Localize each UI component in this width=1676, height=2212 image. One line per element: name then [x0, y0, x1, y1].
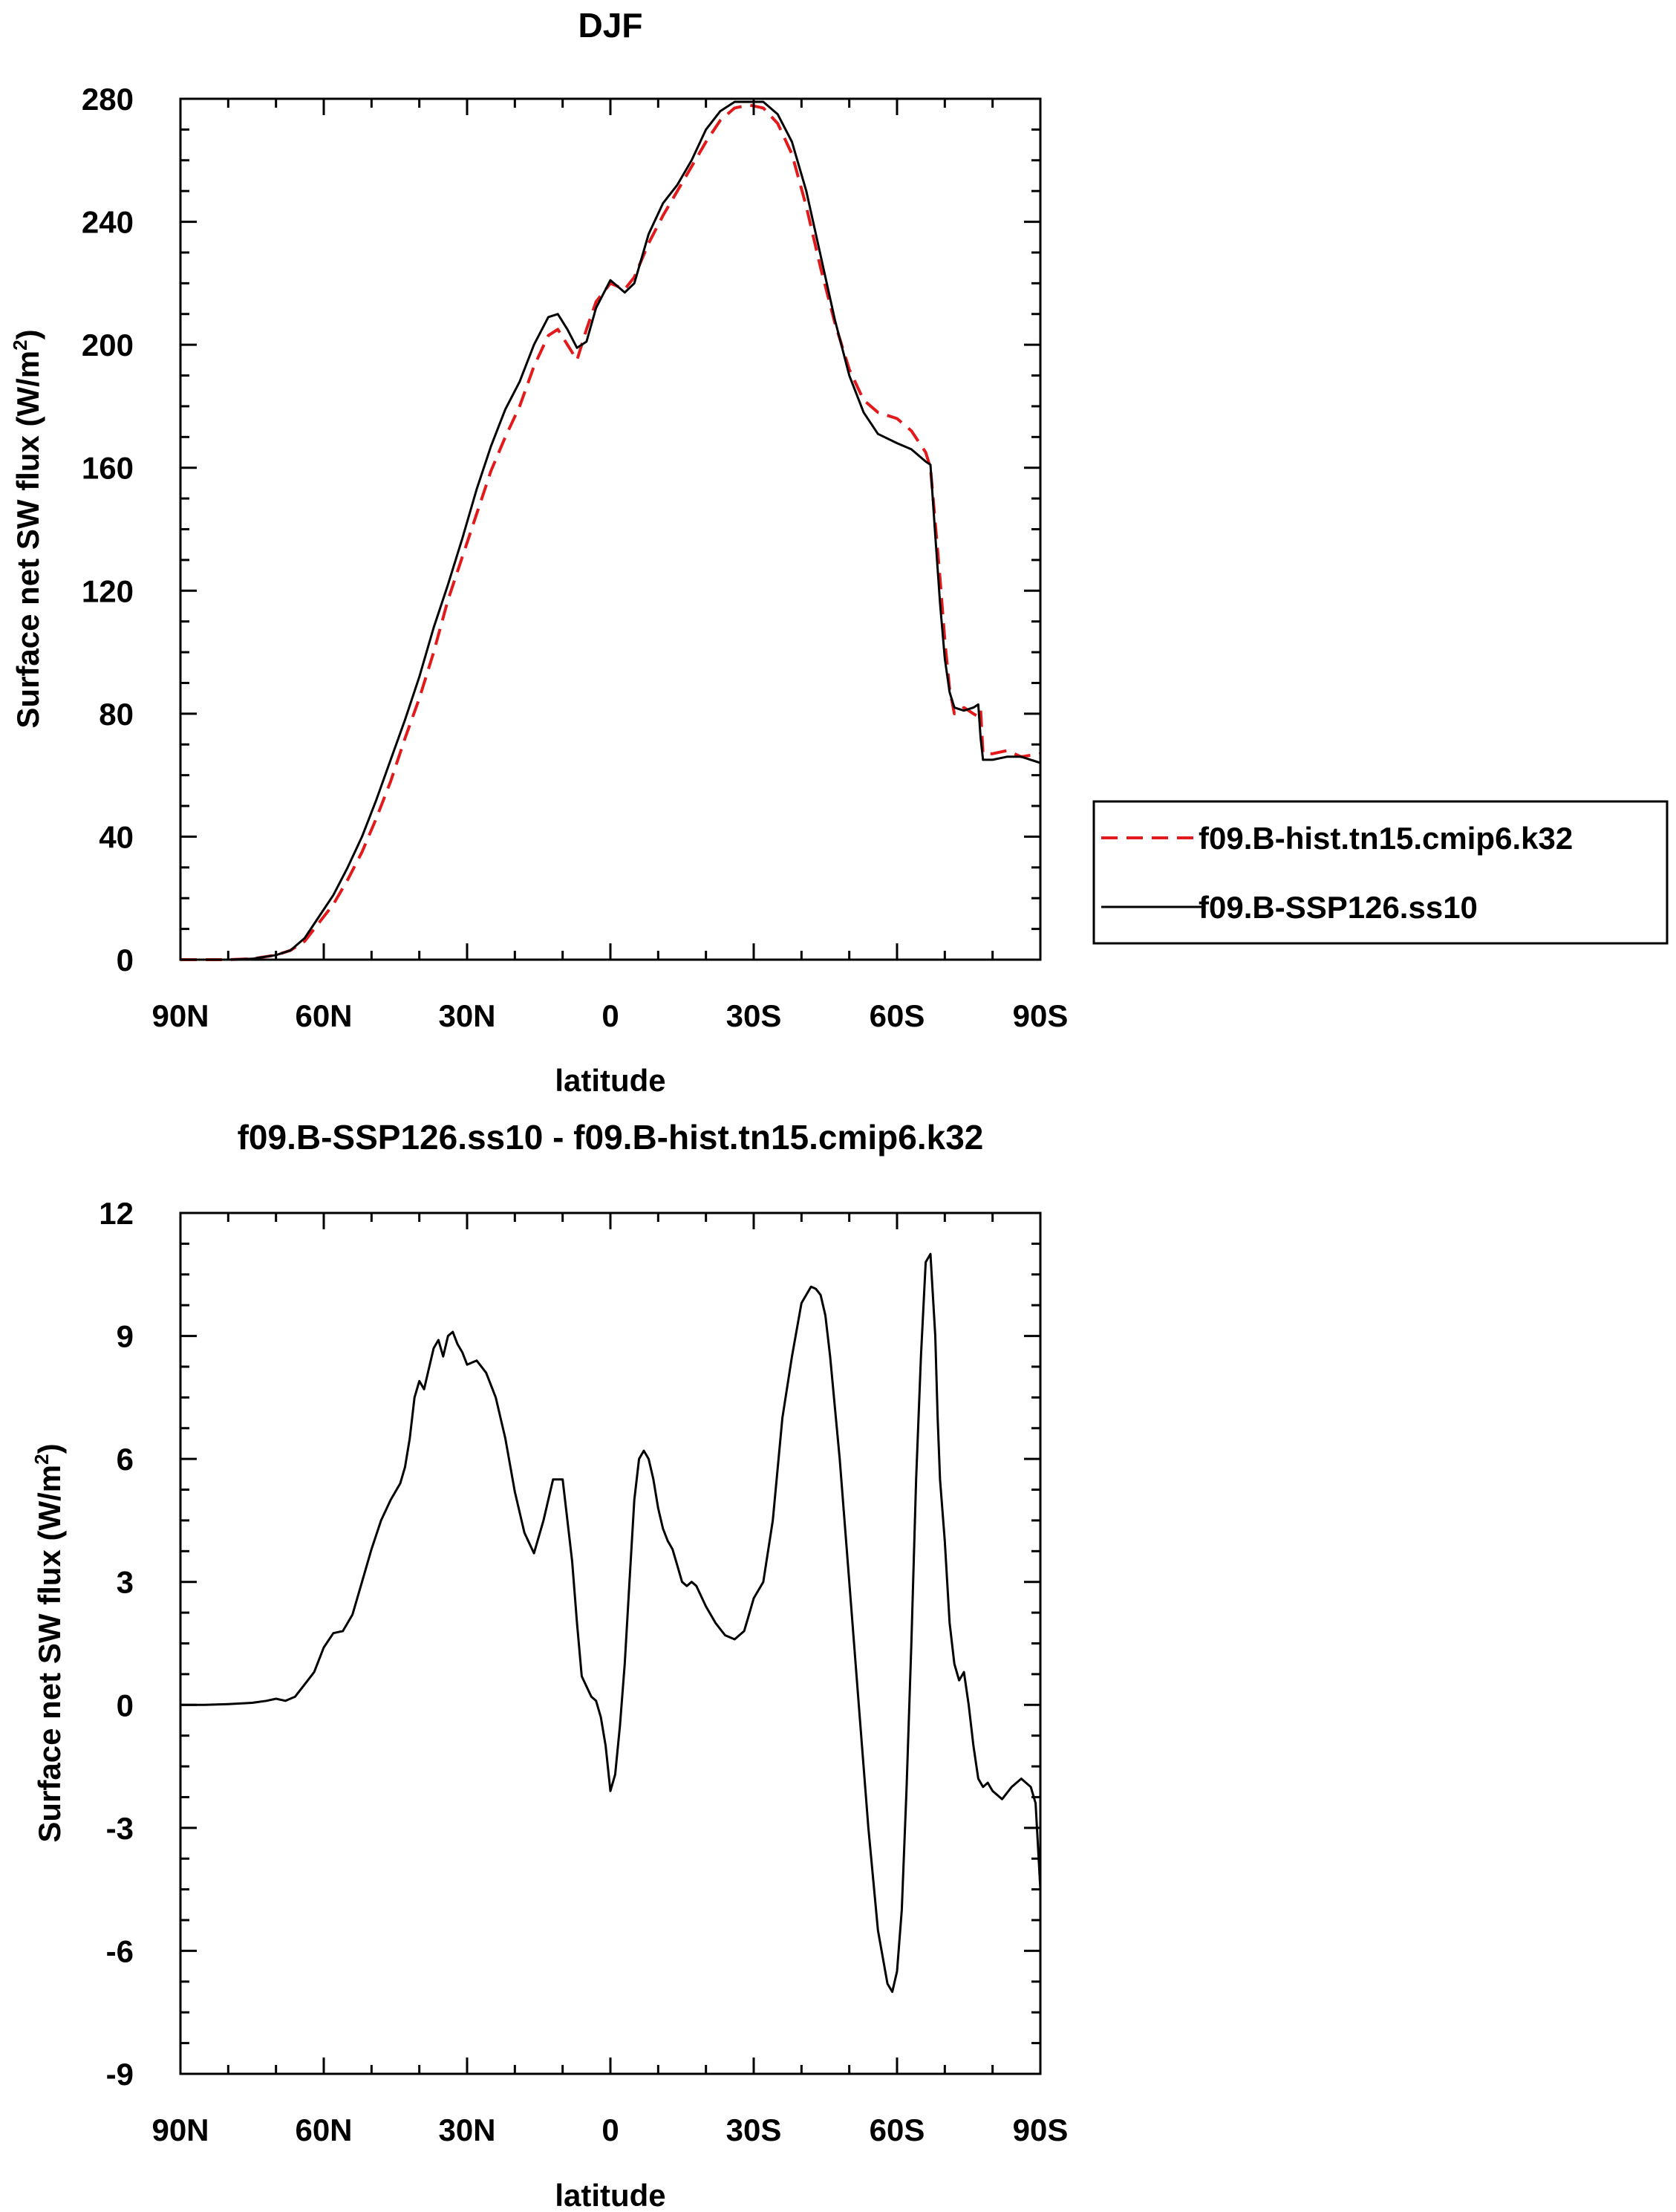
bottom-panel-title: f09.B-SSP126.ss10 - f09.B-hist.tn15.cmip…: [238, 1118, 984, 1157]
y-tick-label: 160: [82, 451, 134, 486]
x-tick-label: 60N: [295, 998, 352, 1033]
bottom-y-axis-label-main: Surface net SW flux (W/m: [32, 1465, 67, 1843]
series-line-diff: [180, 1252, 1042, 1994]
bottom-x-axis-label: latitude: [555, 2178, 665, 2212]
top-y-axis-label-sup: 2: [9, 339, 31, 350]
bottom-panel: f09.B-SSP126.ss10 - f09.B-hist.tn15.cmip…: [30, 1118, 1068, 2212]
x-tick-label: 60N: [295, 2112, 352, 2147]
x-tick-label: 0: [601, 998, 619, 1033]
y-tick-label: 240: [82, 205, 134, 240]
x-tick-label: 0: [601, 2112, 619, 2147]
y-tick-label: 12: [99, 1196, 134, 1231]
top-panel: DJF 90N 60N 30N 0 30S 60S 90S 0 40 80 120 160 200 240…: [9, 6, 1669, 1098]
y-tick-label: 120: [82, 573, 134, 608]
top-y-axis-label-main: Surface net SW flux (W/m: [10, 351, 45, 729]
legend: f09.B-hist.tn15.cmip6.k32 f09.B-SSP126.s…: [1092, 800, 1669, 945]
top-y-axis-label: Surface net SW flux (W/m2): [9, 329, 45, 728]
x-tick-label: 90N: [151, 2112, 209, 2147]
legend-label-hist: f09.B-hist.tn15.cmip6.k32: [1199, 821, 1573, 856]
top-plot-frame: [179, 97, 1042, 961]
y-tick-label: -3: [106, 1811, 134, 1846]
x-tick-label: 30S: [726, 2112, 782, 2147]
top-y-axis-label-end: ): [10, 329, 45, 339]
bottom-y-axis-label-sup: 2: [30, 1454, 53, 1464]
y-tick-label: 9: [117, 1319, 134, 1354]
x-tick-label: 30S: [726, 998, 782, 1033]
y-tick-label: 6: [117, 1442, 134, 1477]
legend-label-ssp: f09.B-SSP126.ss10: [1199, 890, 1478, 925]
y-tick-label: 3: [117, 1565, 134, 1600]
x-tick-label: 60S: [870, 2112, 925, 2147]
y-tick-label: 280: [82, 82, 134, 117]
x-tick-label: 30N: [438, 998, 495, 1033]
y-tick-label: -6: [106, 1933, 134, 1968]
x-tick-label: 90S: [1013, 998, 1069, 1033]
x-tick-label: 90N: [151, 998, 209, 1033]
y-tick-label: 0: [117, 943, 134, 977]
y-tick-label: 80: [99, 697, 134, 732]
x-tick-label: 90S: [1013, 2112, 1069, 2147]
top-panel-title: DJF: [578, 6, 643, 45]
y-tick-label: 0: [117, 1688, 134, 1723]
top-x-axis-label: latitude: [555, 1063, 665, 1098]
y-tick-label: -9: [106, 2057, 134, 2092]
x-tick-label: 60S: [870, 998, 925, 1033]
bottom-y-axis-label: Surface net SW flux (W/m2): [30, 1443, 67, 1842]
x-tick-label: 30N: [438, 2112, 495, 2147]
legend-box: [1092, 800, 1669, 945]
bottom-y-axis-label-end: ): [32, 1443, 67, 1454]
series-line-ssp: [180, 100, 1041, 961]
series-line-hist: [180, 103, 1041, 961]
y-tick-label: 40: [99, 819, 134, 854]
y-tick-label: 200: [82, 328, 134, 362]
